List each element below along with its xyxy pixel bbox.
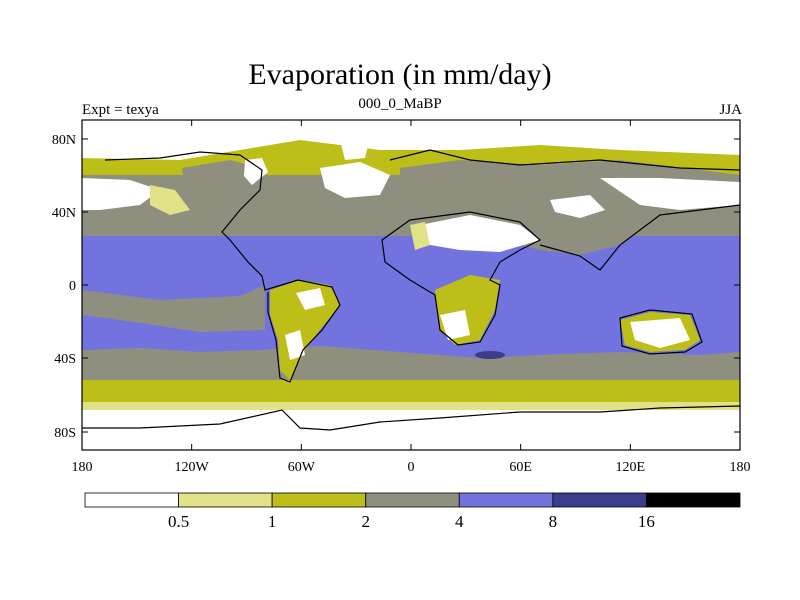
colorbar-swatch bbox=[646, 492, 741, 508]
region-southern-gray bbox=[82, 346, 740, 385]
period-label: 000_0_MaBP bbox=[358, 96, 442, 112]
colorbar-swatch bbox=[365, 492, 460, 508]
region-southern-pale bbox=[82, 402, 740, 410]
axis-ticks bbox=[81, 120, 741, 450]
region-australia-white bbox=[630, 318, 690, 348]
coastline-africa bbox=[381, 211, 542, 346]
x-tick-label: 60E bbox=[509, 460, 532, 475]
x-tick-label: 180 bbox=[72, 460, 93, 475]
region-kalahari-white bbox=[440, 310, 470, 340]
colorbar-label: 0.5 bbox=[168, 512, 189, 531]
y-tick-label: 0 bbox=[69, 279, 76, 294]
coastline-americas bbox=[104, 151, 341, 383]
region-sahara-pale bbox=[410, 222, 430, 250]
region-brazil-white bbox=[296, 288, 325, 310]
colorbar-swatch bbox=[178, 492, 273, 508]
x-tick-label: 120W bbox=[175, 460, 210, 475]
region-namerica-white bbox=[244, 158, 268, 185]
colorbar-swatch bbox=[552, 492, 647, 508]
map-fill bbox=[82, 120, 740, 450]
region-antarctica-white bbox=[82, 412, 740, 450]
y-tick-label: 80S bbox=[54, 426, 76, 441]
colorbar-labels: 0.5 1 2 4 8 16 bbox=[168, 512, 655, 531]
colorbar-label: 1 bbox=[268, 512, 277, 531]
colorbar bbox=[84, 492, 741, 508]
region-indian-navy bbox=[475, 351, 505, 359]
colorbar-label: 16 bbox=[638, 512, 655, 531]
y-tick-label: 80N bbox=[52, 133, 76, 148]
coastline-eurasia-north bbox=[389, 149, 740, 171]
colorbar-swatch bbox=[458, 492, 554, 508]
x-axis-labels: 180 120W 60W 0 60E 120E 180 bbox=[72, 460, 751, 475]
x-tick-label: 60W bbox=[288, 460, 316, 475]
region-pacific-white bbox=[82, 178, 160, 210]
y-tick-label: 40N bbox=[52, 206, 76, 221]
region-atlantic-white bbox=[320, 162, 390, 198]
coastline-australia bbox=[619, 309, 703, 355]
y-tick-label: 40S bbox=[54, 352, 76, 367]
region-sahara-white bbox=[420, 215, 540, 252]
x-tick-label: 0 bbox=[408, 460, 415, 475]
x-tick-label: 180 bbox=[730, 460, 751, 475]
colorbar-label: 2 bbox=[361, 512, 370, 531]
colorbar-label: 4 bbox=[455, 512, 464, 531]
colorbar-swatch bbox=[84, 492, 179, 508]
region-southern-olive bbox=[82, 380, 740, 405]
region-samerica-white bbox=[285, 330, 305, 360]
y-axis-labels: 80N 40N 0 40S 80S bbox=[52, 133, 76, 441]
region-greenland-white bbox=[340, 138, 370, 160]
region-siberia-white bbox=[600, 178, 740, 210]
colorbar-swatch bbox=[271, 492, 367, 508]
x-tick-label: 120E bbox=[616, 460, 646, 475]
plot-title: Evaporation (in mm/day) bbox=[248, 58, 552, 91]
coastline-asia-south bbox=[539, 204, 740, 271]
region-pacific-pale bbox=[150, 185, 190, 215]
region-central-asia-white bbox=[550, 195, 605, 218]
season-label: JJA bbox=[719, 102, 742, 118]
colorbar-label: 8 bbox=[549, 512, 558, 531]
experiment-label: Expt = texya bbox=[82, 102, 159, 118]
region-pacific-gray bbox=[82, 285, 265, 332]
coastline-antarctica bbox=[82, 405, 740, 431]
